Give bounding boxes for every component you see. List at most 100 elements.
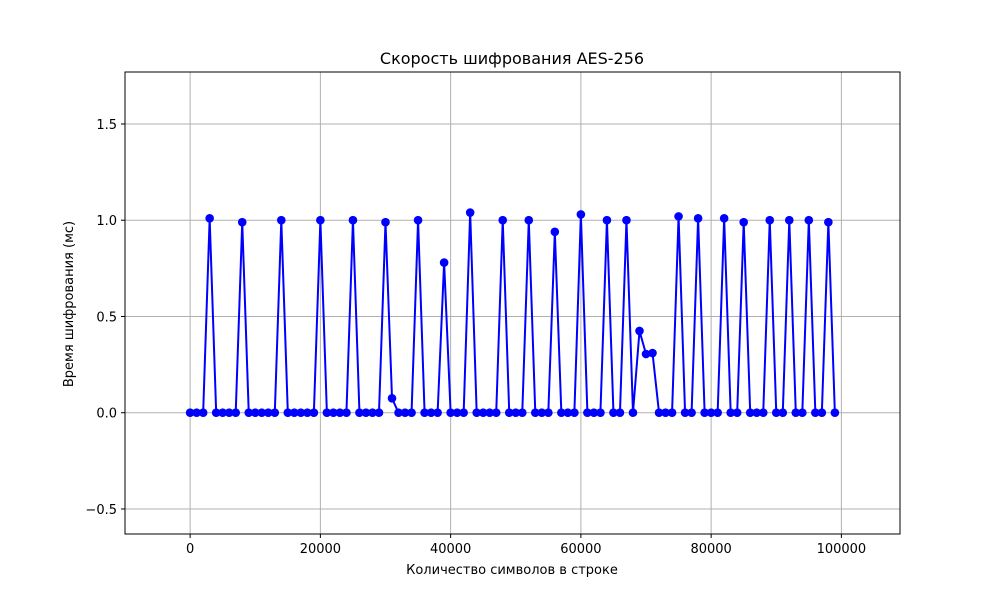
data-point: [439, 258, 449, 267]
data-point: [485, 408, 495, 418]
data-point: [459, 408, 468, 418]
data-point: [524, 215, 534, 225]
data-point: [674, 212, 683, 221]
data-point: [322, 408, 332, 418]
data-point: [784, 215, 794, 225]
data-point: [394, 408, 403, 418]
data-point: [231, 408, 241, 418]
x-tick-label: 80000: [690, 542, 731, 557]
data-point: [719, 214, 729, 223]
y-tick-label: 0.5: [96, 310, 117, 325]
data-point: [205, 214, 214, 223]
data-point: [609, 408, 618, 418]
data-point: [791, 408, 801, 418]
data-point: [824, 217, 833, 227]
data-point: [198, 408, 208, 418]
y-tick-label: 0.0: [96, 407, 117, 422]
data-point: [257, 408, 267, 418]
data-point: [303, 408, 312, 418]
data-point: [745, 408, 755, 418]
data-point: [687, 408, 696, 418]
data-point: [596, 408, 605, 418]
data-point: [250, 408, 260, 418]
data-point: [713, 408, 722, 418]
data-point: [739, 217, 748, 227]
data-point: [290, 408, 299, 418]
x-tick-label: 0: [186, 542, 194, 557]
data-point: [817, 408, 827, 418]
data-point: [530, 408, 540, 418]
data-point: [771, 408, 781, 418]
data-point: [329, 408, 338, 418]
data-point: [765, 215, 775, 225]
data-point: [342, 408, 351, 418]
chart-title: Скорость шифрования AES-256: [380, 49, 644, 68]
data-point: [511, 408, 521, 418]
data-point: [472, 408, 481, 418]
y-tick-label: 1.0: [96, 214, 117, 229]
data-point: [778, 408, 788, 418]
data-point: [700, 408, 709, 418]
data-point: [622, 215, 631, 225]
data-point: [589, 408, 599, 418]
data-point: [654, 408, 664, 418]
data-point: [570, 408, 579, 418]
data-point: [648, 348, 657, 358]
x-tick-label: 60000: [560, 542, 601, 557]
data-point: [557, 408, 566, 418]
data-point: [452, 408, 462, 418]
data-point: [635, 326, 644, 336]
data-point: [361, 408, 371, 418]
data-point: [602, 215, 612, 225]
data-point: [706, 408, 716, 418]
data-point: [316, 215, 325, 225]
data-point: [550, 227, 560, 237]
data-point: [628, 408, 638, 418]
data-point: [387, 393, 397, 403]
data-point: [544, 408, 553, 418]
data-point: [192, 408, 201, 418]
series-line: [190, 211, 836, 414]
x-tick-label: 20000: [300, 542, 341, 557]
data-point: [465, 208, 475, 217]
data-point: [270, 408, 280, 418]
data-point: [348, 215, 358, 225]
data-point: [798, 408, 807, 418]
y-axis-label: Время шифрования (мс): [62, 221, 77, 387]
data-point: [277, 215, 286, 225]
data-point: [211, 408, 221, 418]
data-point: [237, 217, 247, 227]
data-point: [224, 408, 234, 418]
data-point: [368, 408, 377, 418]
data-point: [615, 408, 625, 418]
x-tick-label: 100000: [817, 542, 867, 557]
data-point: [381, 217, 390, 227]
data-point: [804, 215, 814, 225]
data-point: [426, 408, 436, 418]
data-point: [400, 408, 410, 418]
data-point: [296, 408, 306, 418]
x-axis-label: Количество символов в строке: [406, 563, 618, 578]
data-point: [218, 408, 227, 418]
data-point: [693, 214, 703, 223]
data-point: [830, 408, 840, 418]
data-point: [661, 408, 670, 418]
grid: [125, 72, 900, 534]
series-layer: [185, 208, 840, 418]
data-point: [680, 408, 690, 418]
data-point: [185, 408, 195, 418]
y-tick-label: −0.5: [85, 503, 117, 518]
x-tick-label: 40000: [430, 542, 471, 557]
data-point: [491, 408, 501, 418]
data-point: [758, 408, 768, 418]
data-point: [355, 408, 364, 418]
data-point: [498, 215, 508, 225]
data-point: [732, 408, 742, 418]
data-point: [283, 408, 293, 418]
data-point: [374, 408, 384, 418]
data-point: [811, 408, 820, 418]
data-point: [478, 408, 488, 418]
data-point: [407, 408, 416, 418]
